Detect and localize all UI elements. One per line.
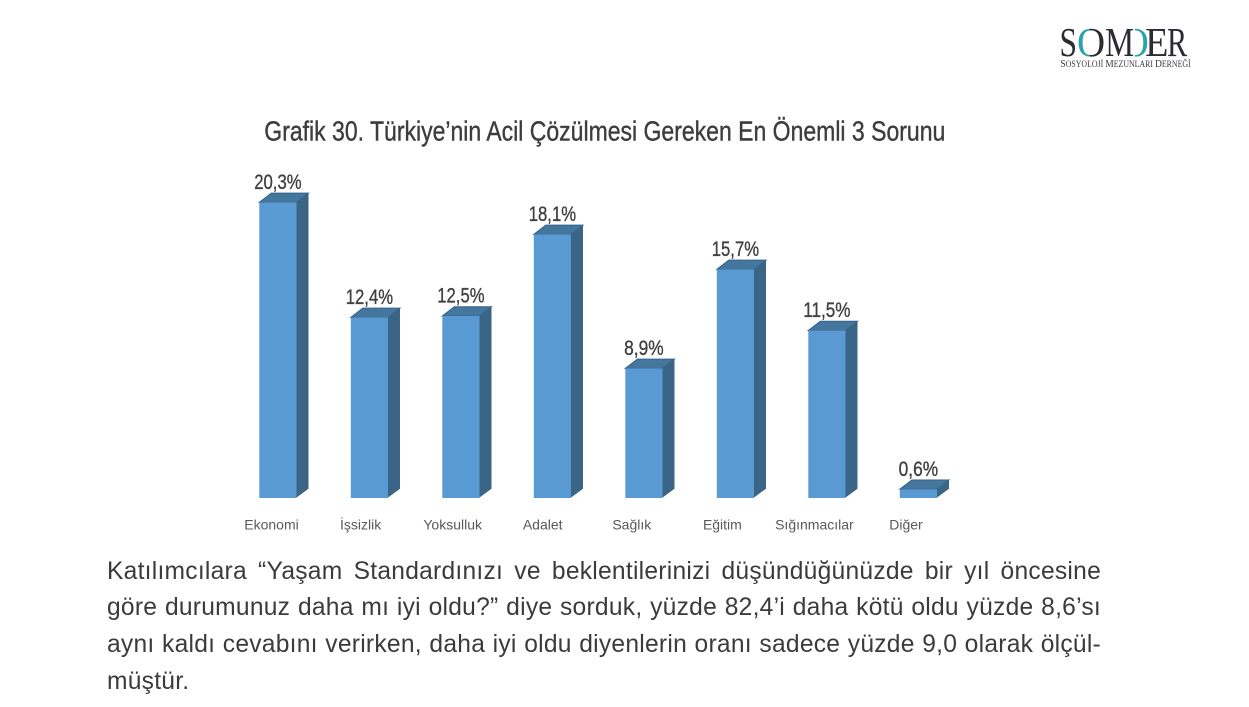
svg-text:Sığınmacılar: Sığınmacılar <box>775 517 854 533</box>
svg-text:E: E <box>1145 19 1168 65</box>
svg-text:İşsizlik: İşsizlik <box>340 516 382 533</box>
svg-text:20,3%: 20,3% <box>254 171 301 194</box>
svg-text:Sağlık: Sağlık <box>612 517 652 533</box>
svg-text:12,4%: 12,4% <box>346 286 393 309</box>
svg-text:O: O <box>1077 19 1105 65</box>
svg-text:Yoksulluk: Yoksulluk <box>423 517 483 533</box>
svg-text:O: O <box>1121 19 1149 65</box>
svg-text:Adalet: Adalet <box>523 517 563 533</box>
svg-text:O: O <box>1077 19 1105 65</box>
svg-text:Ekonomi: Ekonomi <box>244 517 298 533</box>
svg-text:Grafik 30. Türkiye’nin Acil Çö: Grafik 30. Türkiye’nin Acil Çözülmesi Ge… <box>264 115 945 146</box>
svg-text:12,5%: 12,5% <box>437 285 484 308</box>
svg-text:18,1%: 18,1% <box>529 203 576 226</box>
svg-text:M: M <box>1105 19 1134 65</box>
svg-text:Eğitim: Eğitim <box>703 517 742 533</box>
svg-text:S: S <box>1060 19 1078 65</box>
svg-text:R: R <box>1167 19 1188 65</box>
svg-text:11,5%: 11,5% <box>803 299 850 322</box>
svg-text:8,9%: 8,9% <box>624 337 664 360</box>
svg-text:0,6%: 0,6% <box>899 458 939 481</box>
svg-text:Diğer: Diğer <box>889 517 923 533</box>
svg-text:SOSYOLOJİ MEZUNLARI DERNEĞİ: SOSYOLOJİ MEZUNLARI DERNEĞİ <box>1060 59 1190 71</box>
svg-text:15,7%: 15,7% <box>712 238 759 261</box>
